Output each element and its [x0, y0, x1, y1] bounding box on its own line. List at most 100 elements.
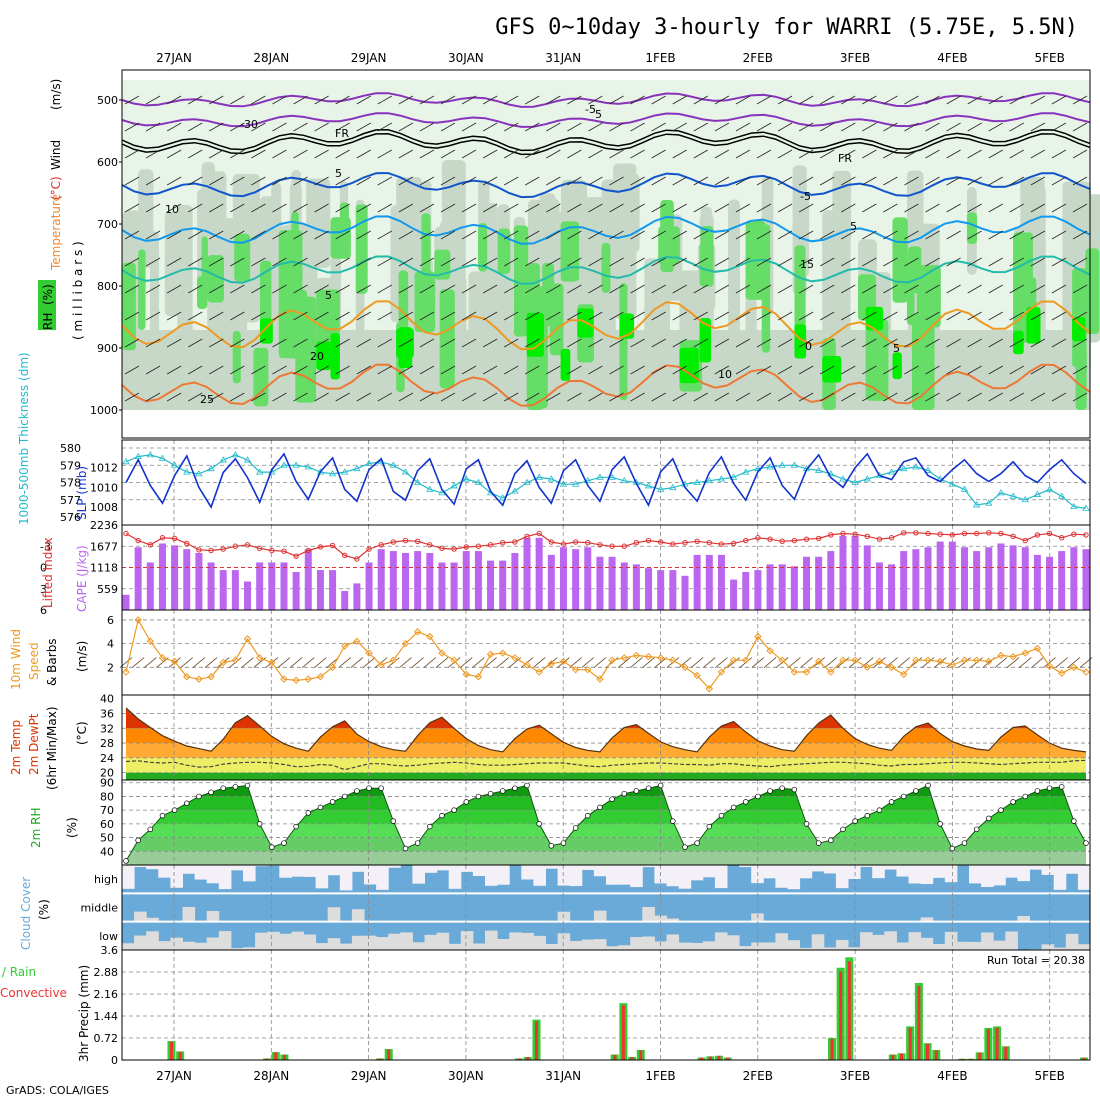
lifted-index-point [232, 543, 239, 549]
wind-speed-point [170, 657, 179, 666]
wind-barb [609, 203, 624, 213]
wind-speed-point [887, 663, 896, 672]
wind-barb [124, 95, 140, 105]
wind-speed-point [268, 658, 276, 667]
lifted-index-point [718, 541, 725, 547]
wind-barb [1030, 257, 1046, 267]
rh-point [694, 840, 700, 846]
wind-barb [988, 203, 1003, 213]
wind-barb [482, 257, 498, 267]
precip-convective-bar [726, 1057, 730, 1060]
wind-barb [335, 365, 350, 375]
cape-bar [693, 554, 701, 610]
cloud-low-gap [920, 937, 934, 950]
wind-barb [756, 284, 772, 294]
wind-barb [546, 95, 561, 105]
wind-barb [967, 257, 982, 267]
wind-barb [588, 149, 603, 159]
wind-barb [145, 149, 161, 159]
cloud-high-gap [993, 865, 1006, 886]
wind-barb [967, 149, 982, 159]
cloud-low-gap [775, 933, 788, 950]
wind-barb [904, 311, 919, 321]
wind-barb [314, 203, 329, 213]
cloud-high-gap [969, 865, 982, 884]
wind-barb [630, 203, 645, 213]
contour-label: 10 [718, 368, 732, 381]
wind-barb [419, 176, 435, 186]
thickness-point [255, 468, 264, 475]
cloud-low-gap [981, 932, 994, 950]
precip-convective-bar [169, 1041, 173, 1060]
panel6-label: 2m RH [29, 808, 43, 849]
wind-barb [651, 392, 666, 402]
wind-barb [1009, 284, 1024, 294]
wind-barb [672, 176, 687, 186]
rh-point [378, 785, 384, 791]
rh-cell [234, 233, 251, 282]
cloud-high-gap [1005, 865, 1018, 878]
temp-band [126, 743, 1086, 758]
wind-barb [356, 311, 371, 321]
wind-barb [820, 257, 835, 267]
cloud-high-gap [521, 865, 534, 880]
wind-barb [693, 122, 708, 132]
cloud-low-gap [485, 930, 498, 950]
wind-barb [440, 365, 456, 375]
cape-bar [620, 562, 628, 610]
wind-speed-point [401, 639, 410, 648]
wind-barb [293, 365, 308, 375]
wind-barb [293, 122, 308, 132]
cloud-low-gap [327, 938, 341, 950]
wind-speed-point [328, 663, 337, 672]
wind-barb [314, 338, 329, 348]
wind-speed-point [997, 651, 1005, 660]
wind-barb [946, 365, 961, 375]
cloud-high-gap [412, 865, 425, 884]
wind-barb [419, 365, 435, 375]
wind-speed-point [486, 650, 495, 658]
date-axis-bottom: 27JAN 28JAN 29JAN 30JAN 31JAN 1FEB 2FEB 3FEB 4FE… [156, 1069, 1065, 1083]
wind-barb [419, 338, 435, 348]
wind-barb [251, 284, 266, 294]
wind-barb [756, 95, 772, 105]
cape-bar [207, 562, 215, 610]
cloud-low-gap [835, 939, 849, 950]
lifted-index-point [961, 530, 968, 537]
precip-convective-bar [839, 971, 843, 1060]
precip-convective-bar [517, 1058, 521, 1060]
wind-barb [967, 230, 982, 240]
cloud-low-gap [303, 934, 317, 950]
wind-barb [209, 122, 224, 132]
wind-barb [293, 338, 308, 348]
lifted-index-point [427, 542, 433, 548]
wind-speed-point [438, 649, 446, 657]
wind-barb [1030, 392, 1046, 402]
cloud-high-gap [787, 865, 801, 890]
wind-barb [508, 657, 522, 668]
wind-barb [314, 657, 327, 668]
rh-cell [164, 211, 182, 317]
lifted-index-point [779, 538, 785, 544]
cape-bar [268, 562, 276, 610]
lifted-index-point [1058, 535, 1065, 541]
cape-tick-label: 1677 [90, 540, 118, 553]
precip-convective-bar [1004, 1046, 1008, 1060]
wind-barb [419, 257, 435, 267]
wind-barb [482, 176, 498, 186]
wind-barb [630, 311, 645, 321]
wind-barb [461, 257, 477, 267]
contour-minus5-b [121, 112, 1091, 128]
date-label: 2FEB [743, 51, 773, 65]
wind-speed-point [778, 656, 786, 664]
rh-point [1022, 793, 1028, 800]
cloud-low-gap [642, 936, 655, 950]
cloud-high-gap [557, 865, 571, 886]
wind-barb [230, 176, 245, 186]
rh-tick-label: 90 [100, 777, 114, 790]
cape-bar [669, 570, 677, 610]
cape-bar [183, 549, 191, 610]
wind-barb [1030, 203, 1046, 213]
rh-point [171, 807, 178, 813]
temp-tick-label: 28 [100, 737, 114, 750]
